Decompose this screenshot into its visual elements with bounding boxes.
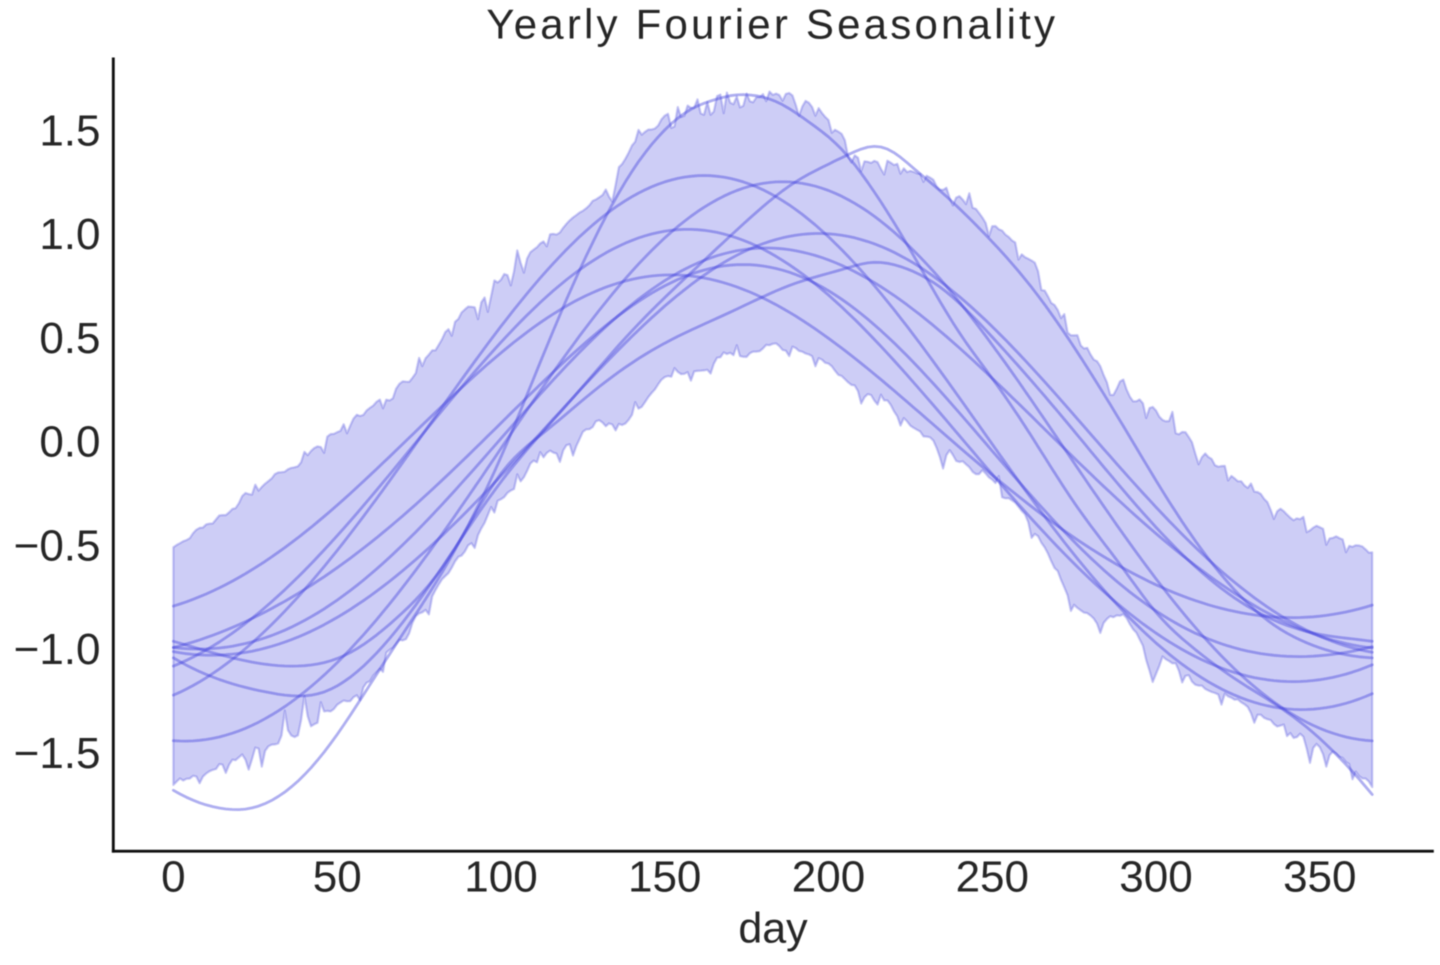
svg-text:0: 0 [161,852,185,901]
svg-text:day: day [738,905,808,953]
svg-text:50: 50 [313,852,362,901]
svg-text:100: 100 [464,852,537,901]
svg-text:0.5: 0.5 [39,314,100,363]
svg-text:−1.0: −1.0 [14,625,101,674]
svg-text:300: 300 [1119,852,1192,901]
svg-text:0.0: 0.0 [39,418,100,467]
svg-text:250: 250 [956,852,1029,901]
svg-text:−1.5: −1.5 [14,729,101,778]
svg-text:1.5: 1.5 [39,106,100,155]
svg-text:−0.5: −0.5 [14,521,101,570]
svg-text:200: 200 [792,852,865,901]
svg-text:Yearly Fourier Seasonality: Yearly Fourier Seasonality [486,1,1058,48]
svg-text:350: 350 [1283,852,1356,901]
svg-text:150: 150 [628,852,701,901]
svg-text:1.0: 1.0 [39,210,100,259]
